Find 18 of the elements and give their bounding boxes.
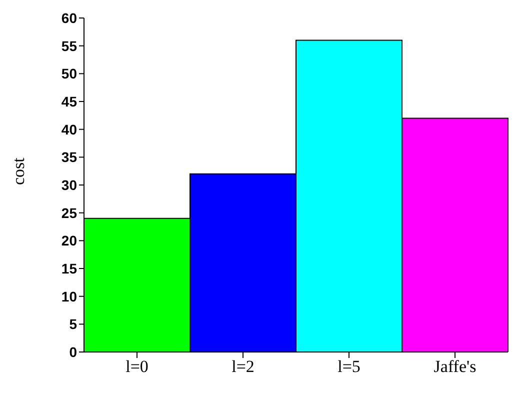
y-tick-label: 5 xyxy=(69,316,78,332)
x-tick-label: l=2 xyxy=(232,357,254,376)
x-tick-label: Jaffe's xyxy=(434,357,476,376)
y-tick-label: 15 xyxy=(61,260,78,276)
y-tick-label: 60 xyxy=(61,10,78,26)
y-tick-label: 10 xyxy=(61,288,78,304)
y-tick-label: 55 xyxy=(61,38,78,54)
y-axis-title: cost xyxy=(9,157,28,185)
y-tick-label: 30 xyxy=(61,176,78,193)
x-tick-label: l=0 xyxy=(126,357,148,376)
y-tick-label: 0 xyxy=(69,344,78,360)
y-tick-label: 20 xyxy=(61,232,78,249)
y-tick-label: 50 xyxy=(61,66,78,82)
x-tick-label: l=5 xyxy=(338,357,360,376)
y-tick-label: 35 xyxy=(61,149,78,166)
y-tick-label: 25 xyxy=(61,204,78,221)
y-tick-label: 40 xyxy=(61,121,78,138)
y-tick-label: 45 xyxy=(61,93,78,110)
